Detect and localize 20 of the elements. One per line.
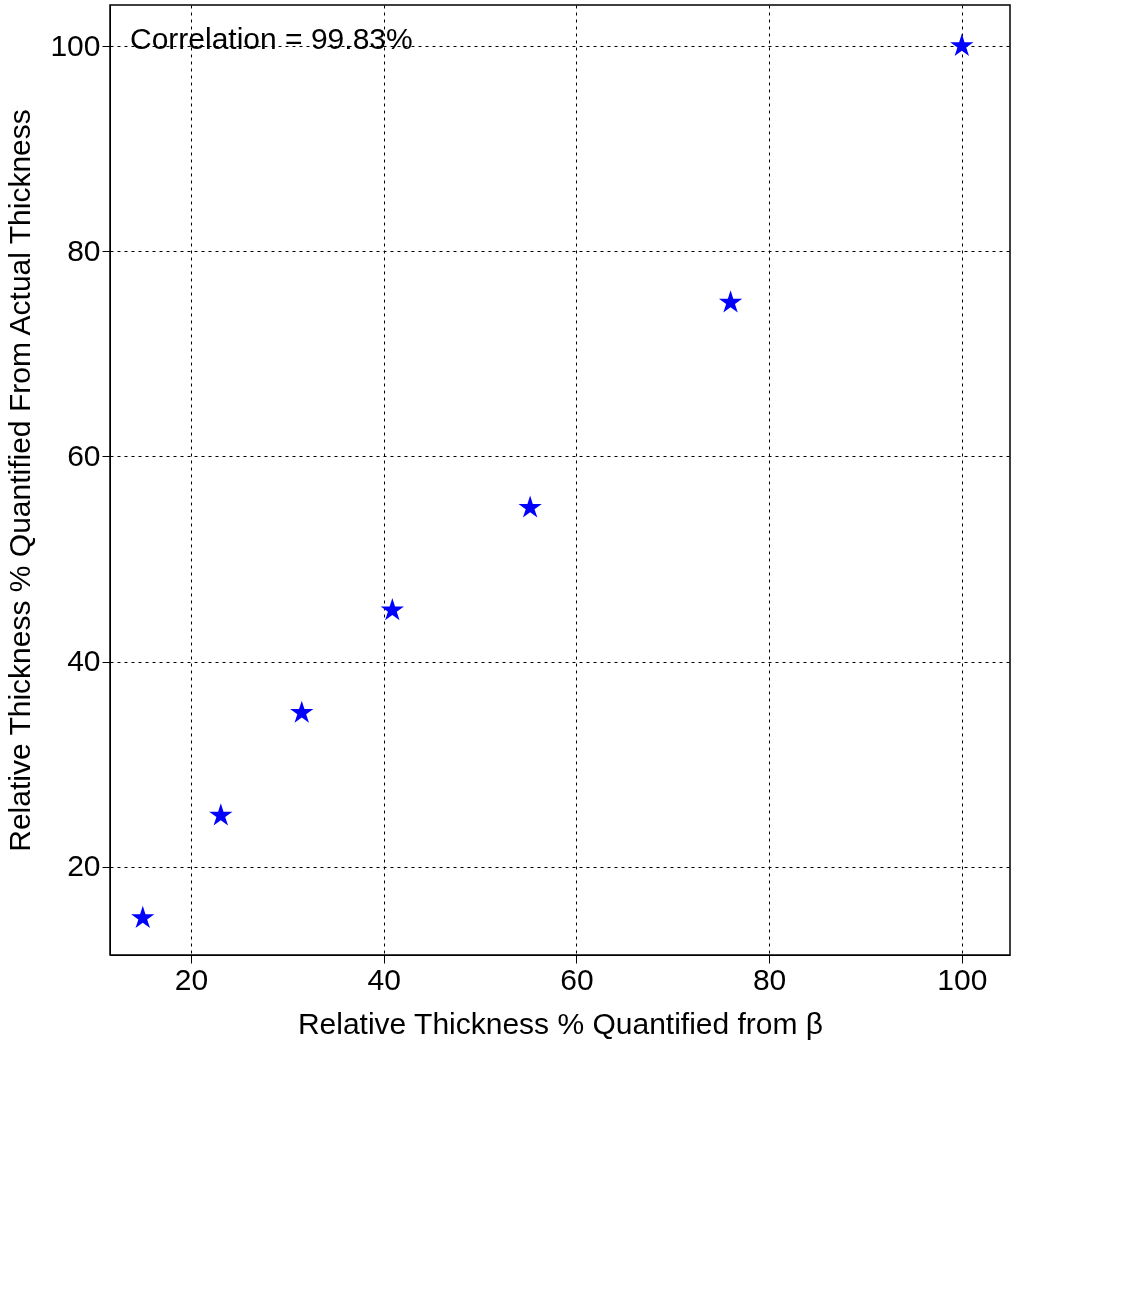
point <box>950 33 974 56</box>
point <box>518 495 542 518</box>
point <box>290 700 314 723</box>
x-tick-label: 60 <box>560 962 594 996</box>
point <box>131 905 155 928</box>
y-tick-label: 100 <box>50 28 101 62</box>
y-axis-title: Relative Thickness % Quantified From Actual Thickness <box>3 109 37 852</box>
annotation: Correlation = 99.83% <box>130 22 413 55</box>
x-tick-label: 80 <box>752 962 787 996</box>
y-tick-label: 60 <box>67 438 101 472</box>
x-axis-title: Relative Thickness % Quantified from β <box>297 1006 824 1040</box>
point <box>380 598 404 621</box>
y-tick-label: 20 <box>67 849 101 883</box>
point <box>718 290 743 313</box>
x-tick-label: 40 <box>367 962 401 996</box>
y-tick-label: 80 <box>67 233 101 267</box>
y-tick-label: 40 <box>67 644 101 678</box>
point <box>209 803 233 826</box>
x-tick-label: 20 <box>174 962 209 996</box>
x-tick-label: 100 <box>937 962 988 996</box>
